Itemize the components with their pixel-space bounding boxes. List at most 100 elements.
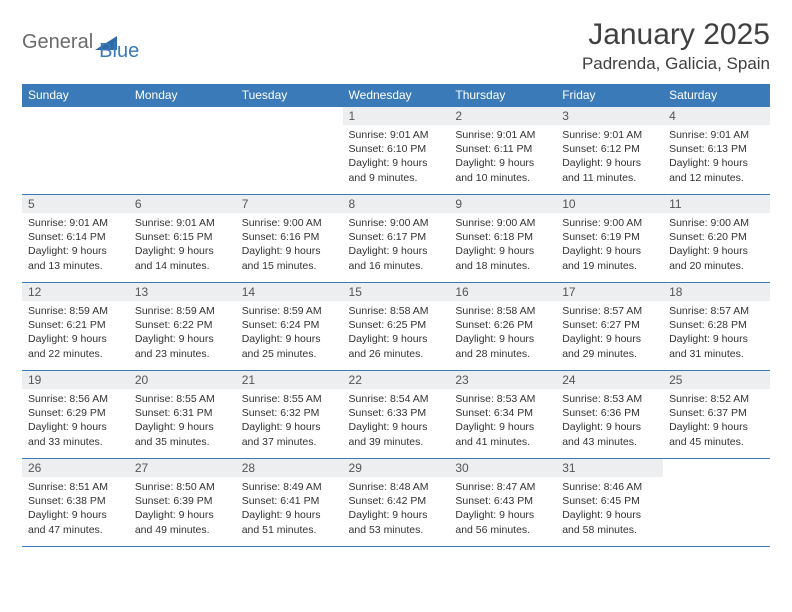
day-data: Sunrise: 8:56 AMSunset: 6:29 PMDaylight:… xyxy=(22,389,129,453)
day-number: 8 xyxy=(343,195,450,213)
day-data: Sunrise: 9:00 AMSunset: 6:17 PMDaylight:… xyxy=(343,213,450,277)
day-header: Monday xyxy=(129,84,236,107)
calendar-cell: 11Sunrise: 9:00 AMSunset: 6:20 PMDayligh… xyxy=(663,195,770,283)
brand-part1: General xyxy=(22,31,93,54)
day-number: 27 xyxy=(129,459,236,477)
calendar-cell: 16Sunrise: 8:58 AMSunset: 6:26 PMDayligh… xyxy=(449,283,556,371)
day-header: Wednesday xyxy=(343,84,450,107)
day-data: Sunrise: 8:59 AMSunset: 6:22 PMDaylight:… xyxy=(129,301,236,365)
brand-logo: General Blue xyxy=(22,18,139,63)
day-data: Sunrise: 8:53 AMSunset: 6:36 PMDaylight:… xyxy=(556,389,663,453)
day-data: Sunrise: 8:47 AMSunset: 6:43 PMDaylight:… xyxy=(449,477,556,541)
day-number: 12 xyxy=(22,283,129,301)
day-data: Sunrise: 9:01 AMSunset: 6:12 PMDaylight:… xyxy=(556,125,663,189)
day-data: Sunrise: 9:01 AMSunset: 6:13 PMDaylight:… xyxy=(663,125,770,189)
calendar-cell xyxy=(663,459,770,547)
day-number: 2 xyxy=(449,107,556,125)
title-block: January 2025 Padrenda, Galicia, Spain xyxy=(582,18,770,74)
day-number: 24 xyxy=(556,371,663,389)
day-number: 20 xyxy=(129,371,236,389)
calendar-cell: 28Sunrise: 8:49 AMSunset: 6:41 PMDayligh… xyxy=(236,459,343,547)
calendar-row: 26Sunrise: 8:51 AMSunset: 6:38 PMDayligh… xyxy=(22,459,770,547)
day-number: 16 xyxy=(449,283,556,301)
day-data: Sunrise: 8:51 AMSunset: 6:38 PMDaylight:… xyxy=(22,477,129,541)
day-data: Sunrise: 8:58 AMSunset: 6:25 PMDaylight:… xyxy=(343,301,450,365)
calendar-cell: 26Sunrise: 8:51 AMSunset: 6:38 PMDayligh… xyxy=(22,459,129,547)
day-data: Sunrise: 9:01 AMSunset: 6:14 PMDaylight:… xyxy=(22,213,129,277)
day-number: 18 xyxy=(663,283,770,301)
calendar-cell: 13Sunrise: 8:59 AMSunset: 6:22 PMDayligh… xyxy=(129,283,236,371)
day-number: 31 xyxy=(556,459,663,477)
calendar-cell: 4Sunrise: 9:01 AMSunset: 6:13 PMDaylight… xyxy=(663,107,770,195)
calendar-cell: 1Sunrise: 9:01 AMSunset: 6:10 PMDaylight… xyxy=(343,107,450,195)
day-number: 3 xyxy=(556,107,663,125)
calendar-cell: 5Sunrise: 9:01 AMSunset: 6:14 PMDaylight… xyxy=(22,195,129,283)
day-number: 25 xyxy=(663,371,770,389)
day-number: 15 xyxy=(343,283,450,301)
day-number: 22 xyxy=(343,371,450,389)
calendar-cell: 25Sunrise: 8:52 AMSunset: 6:37 PMDayligh… xyxy=(663,371,770,459)
calendar-row: 5Sunrise: 9:01 AMSunset: 6:14 PMDaylight… xyxy=(22,195,770,283)
day-number: 5 xyxy=(22,195,129,213)
location: Padrenda, Galicia, Spain xyxy=(582,54,770,74)
calendar-row: 1Sunrise: 9:01 AMSunset: 6:10 PMDaylight… xyxy=(22,107,770,195)
calendar-cell: 22Sunrise: 8:54 AMSunset: 6:33 PMDayligh… xyxy=(343,371,450,459)
day-header: Thursday xyxy=(449,84,556,107)
day-number: 6 xyxy=(129,195,236,213)
day-number: 10 xyxy=(556,195,663,213)
calendar-cell: 12Sunrise: 8:59 AMSunset: 6:21 PMDayligh… xyxy=(22,283,129,371)
day-data: Sunrise: 8:58 AMSunset: 6:26 PMDaylight:… xyxy=(449,301,556,365)
calendar-cell xyxy=(129,107,236,195)
day-number: 19 xyxy=(22,371,129,389)
calendar-cell: 9Sunrise: 9:00 AMSunset: 6:18 PMDaylight… xyxy=(449,195,556,283)
calendar-cell: 17Sunrise: 8:57 AMSunset: 6:27 PMDayligh… xyxy=(556,283,663,371)
calendar-cell: 24Sunrise: 8:53 AMSunset: 6:36 PMDayligh… xyxy=(556,371,663,459)
day-header: Tuesday xyxy=(236,84,343,107)
month-title: January 2025 xyxy=(582,18,770,52)
day-number: 14 xyxy=(236,283,343,301)
day-number: 30 xyxy=(449,459,556,477)
day-number: 29 xyxy=(343,459,450,477)
calendar-cell: 19Sunrise: 8:56 AMSunset: 6:29 PMDayligh… xyxy=(22,371,129,459)
day-number: 26 xyxy=(22,459,129,477)
day-number: 17 xyxy=(556,283,663,301)
day-number: 21 xyxy=(236,371,343,389)
day-data: Sunrise: 9:00 AMSunset: 6:18 PMDaylight:… xyxy=(449,213,556,277)
day-data: Sunrise: 8:57 AMSunset: 6:27 PMDaylight:… xyxy=(556,301,663,365)
day-header: Sunday xyxy=(22,84,129,107)
day-data: Sunrise: 9:01 AMSunset: 6:15 PMDaylight:… xyxy=(129,213,236,277)
calendar-body: 1Sunrise: 9:01 AMSunset: 6:10 PMDaylight… xyxy=(22,107,770,547)
day-number: 4 xyxy=(663,107,770,125)
day-number: 9 xyxy=(449,195,556,213)
day-data: Sunrise: 9:01 AMSunset: 6:11 PMDaylight:… xyxy=(449,125,556,189)
day-header: Friday xyxy=(556,84,663,107)
calendar-cell: 6Sunrise: 9:01 AMSunset: 6:15 PMDaylight… xyxy=(129,195,236,283)
day-data: Sunrise: 8:57 AMSunset: 6:28 PMDaylight:… xyxy=(663,301,770,365)
calendar-cell: 20Sunrise: 8:55 AMSunset: 6:31 PMDayligh… xyxy=(129,371,236,459)
day-number: 7 xyxy=(236,195,343,213)
day-data: Sunrise: 8:55 AMSunset: 6:31 PMDaylight:… xyxy=(129,389,236,453)
calendar-cell: 23Sunrise: 8:53 AMSunset: 6:34 PMDayligh… xyxy=(449,371,556,459)
calendar-cell: 10Sunrise: 9:00 AMSunset: 6:19 PMDayligh… xyxy=(556,195,663,283)
day-data: Sunrise: 8:46 AMSunset: 6:45 PMDaylight:… xyxy=(556,477,663,541)
calendar-cell: 21Sunrise: 8:55 AMSunset: 6:32 PMDayligh… xyxy=(236,371,343,459)
day-data: Sunrise: 8:50 AMSunset: 6:39 PMDaylight:… xyxy=(129,477,236,541)
day-data: Sunrise: 9:00 AMSunset: 6:19 PMDaylight:… xyxy=(556,213,663,277)
header: General Blue January 2025 Padrenda, Gali… xyxy=(22,18,770,74)
calendar-row: 19Sunrise: 8:56 AMSunset: 6:29 PMDayligh… xyxy=(22,371,770,459)
brand-part2: Blue xyxy=(99,40,139,63)
calendar-cell: 14Sunrise: 8:59 AMSunset: 6:24 PMDayligh… xyxy=(236,283,343,371)
calendar-cell: 18Sunrise: 8:57 AMSunset: 6:28 PMDayligh… xyxy=(663,283,770,371)
calendar-cell: 29Sunrise: 8:48 AMSunset: 6:42 PMDayligh… xyxy=(343,459,450,547)
day-data: Sunrise: 8:59 AMSunset: 6:21 PMDaylight:… xyxy=(22,301,129,365)
day-number: 28 xyxy=(236,459,343,477)
day-number: 11 xyxy=(663,195,770,213)
day-data: Sunrise: 9:01 AMSunset: 6:10 PMDaylight:… xyxy=(343,125,450,189)
day-number: 13 xyxy=(129,283,236,301)
day-header: Saturday xyxy=(663,84,770,107)
calendar-cell: 31Sunrise: 8:46 AMSunset: 6:45 PMDayligh… xyxy=(556,459,663,547)
calendar-cell: 27Sunrise: 8:50 AMSunset: 6:39 PMDayligh… xyxy=(129,459,236,547)
day-data: Sunrise: 9:00 AMSunset: 6:16 PMDaylight:… xyxy=(236,213,343,277)
day-data: Sunrise: 8:48 AMSunset: 6:42 PMDaylight:… xyxy=(343,477,450,541)
calendar-cell: 15Sunrise: 8:58 AMSunset: 6:25 PMDayligh… xyxy=(343,283,450,371)
